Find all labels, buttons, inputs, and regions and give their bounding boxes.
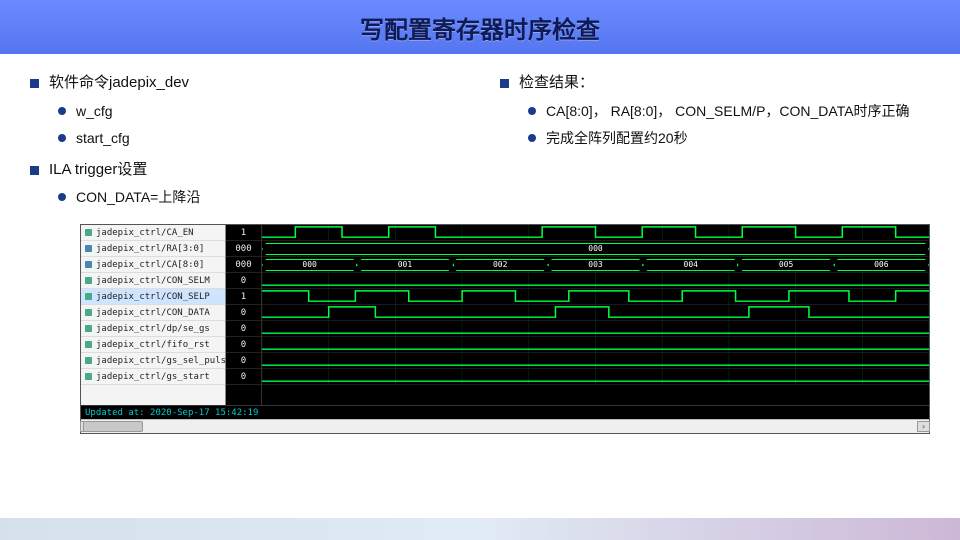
round-bullet-icon [528,134,536,142]
subbullet-startcfg: start_cfg [58,128,460,149]
signal-value: 0 [226,353,261,369]
signal-value: 000 [226,257,261,273]
bullet-ila-trigger: ILA trigger设置 [30,159,460,182]
signal-value: 0 [226,305,261,321]
signal-type-icon [85,245,92,252]
signal-name-label: jadepix_ctrl/gs_start [96,369,210,385]
signal-value: 0 [226,321,261,337]
subbullet-label: w_cfg [76,101,113,122]
signal-type-icon [85,309,92,316]
signal-name-label: jadepix_ctrl/RA[3:0] [96,241,204,257]
waveform-row [262,289,929,305]
waveform-body: jadepix_ctrl/CA_ENjadepix_ctrl/RA[3:0]ja… [81,225,929,405]
signal-value: 1 [226,289,261,305]
slide-header: 写配置寄存器时序检查 [0,0,960,54]
signal-type-icon [85,293,92,300]
signal-type-icon [85,373,92,380]
signal-value: 0 [226,273,261,289]
signal-name-row[interactable]: jadepix_ctrl/fifo_rst [81,337,225,353]
left-column: 软件命令jadepix_dev w_cfg start_cfg ILA trig… [30,72,460,214]
waveform-row [262,273,929,289]
waveform-row [262,305,929,321]
signal-name-row[interactable]: jadepix_ctrl/CON_SELP [81,289,225,305]
subbullet-wcfg: w_cfg [58,101,460,122]
signal-name-row[interactable]: jadepix_ctrl/CA_EN [81,225,225,241]
content-columns: 软件命令jadepix_dev w_cfg start_cfg ILA trig… [0,54,960,214]
signal-type-icon [85,229,92,236]
signal-name-label: jadepix_ctrl/fifo_rst [96,337,210,353]
scroll-right-arrow-icon[interactable]: › [917,421,930,432]
signal-name-row[interactable]: jadepix_ctrl/CON_SELM [81,273,225,289]
waveform-row: 000 [262,241,929,257]
right-column: 检查结果： CA[8:0]， RA[8:0]， CON_SELM/P，CON_D… [500,72,930,214]
subbullet-condata: CON_DATA=上降沿 [58,187,460,208]
signal-value: 1 [226,225,261,241]
signal-value: 0 [226,369,261,385]
signal-name-label: jadepix_ctrl/gs_sel_pulse [96,353,225,369]
subbullet-label: CA[8:0]， RA[8:0]， CON_SELM/P，CON_DATA时序正… [546,101,910,122]
signal-name-row[interactable]: jadepix_ctrl/CA[8:0] [81,257,225,273]
waveform-row [262,225,929,241]
waveform-row [262,321,929,337]
scrollbar-thumb[interactable] [83,421,143,432]
signal-name-label: jadepix_ctrl/CON_DATA [96,305,210,321]
signal-name-label: jadepix_ctrl/dp/se_gs [96,321,210,337]
signal-value: 000 [226,241,261,257]
waveform-timestamp: Updated at: 2020-Sep-17 15:42:19 [81,405,929,419]
signal-name-row[interactable]: jadepix_ctrl/CON_DATA [81,305,225,321]
subbullet-result-1: CA[8:0]， RA[8:0]， CON_SELM/P，CON_DATA时序正… [528,101,930,122]
signal-name-label: jadepix_ctrl/CON_SELP [96,289,210,305]
round-bullet-icon [58,134,66,142]
square-bullet-icon [30,79,39,88]
signal-type-icon [85,341,92,348]
subbullet-label: 完成全阵列配置约20秒 [546,128,688,149]
signal-value: 0 [226,337,261,353]
signal-value-column: 10000000100000 [226,225,262,405]
signal-type-icon [85,357,92,364]
round-bullet-icon [58,193,66,201]
signal-name-label: jadepix_ctrl/CA_EN [96,225,194,241]
footer-decoration [0,518,960,540]
bullet-label: 软件命令jadepix_dev [49,72,189,95]
page-title: 写配置寄存器时序检查 [360,10,600,45]
waveform-row: 000001002003004005006 [262,257,929,273]
waveform-trace-area[interactable]: 000000001002003004005006 [262,225,929,405]
subbullet-label: start_cfg [76,128,130,149]
signal-name-row[interactable]: jadepix_ctrl/gs_start [81,369,225,385]
waveform-row [262,353,929,369]
subbullet-label: CON_DATA=上降沿 [76,187,200,208]
signal-type-icon [85,277,92,284]
signal-type-icon [85,325,92,332]
bullet-result: 检查结果： [500,72,930,95]
waveform-row [262,337,929,353]
signal-name-row[interactable]: jadepix_ctrl/dp/se_gs [81,321,225,337]
signal-name-label: jadepix_ctrl/CA[8:0] [96,257,204,273]
signal-type-icon [85,261,92,268]
waveform-row [262,369,929,385]
signal-name-row[interactable]: jadepix_ctrl/gs_sel_pulse [81,353,225,369]
round-bullet-icon [528,107,536,115]
signal-name-label: jadepix_ctrl/CON_SELM [96,273,210,289]
bullet-software-cmd: 软件命令jadepix_dev [30,72,460,95]
square-bullet-icon [500,79,509,88]
bullet-label: 检查结果： [519,72,594,95]
bullet-label: ILA trigger设置 [49,159,147,182]
ila-waveform-viewer: jadepix_ctrl/CA_ENjadepix_ctrl/RA[3:0]ja… [80,224,930,434]
subbullet-result-2: 完成全阵列配置约20秒 [528,128,930,149]
signal-name-row[interactable]: jadepix_ctrl/RA[3:0] [81,241,225,257]
signal-name-column[interactable]: jadepix_ctrl/CA_ENjadepix_ctrl/RA[3:0]ja… [81,225,226,405]
square-bullet-icon [30,166,39,175]
horizontal-scrollbar[interactable]: ‹ › [81,419,929,433]
round-bullet-icon [58,107,66,115]
